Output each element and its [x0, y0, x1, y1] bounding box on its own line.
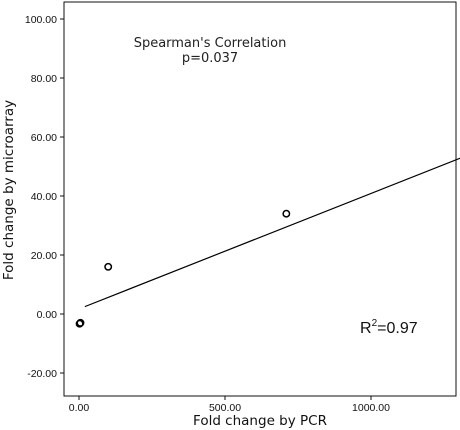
y-tick-label: 60.00: [31, 132, 57, 144]
regression-line: [84, 157, 460, 308]
x-tick-label: 1000.00: [352, 402, 390, 414]
y-axis-title: Fold change by microarray: [1, 100, 17, 280]
annotation-p-value: p=0.037: [182, 51, 238, 66]
data-point: [76, 318, 85, 327]
y-tick-label: 20.00: [31, 250, 57, 262]
data-point: [282, 209, 291, 218]
data-point: [104, 262, 113, 271]
y-axis-ticks: -20.00 0.00 20.00 40.00 60.00 80.00 100.00: [25, 14, 64, 380]
x-tick-label: 0.00: [69, 402, 90, 414]
data-points: [75, 209, 291, 328]
y-tick-label: 0.00: [37, 309, 58, 321]
y-tick-label: 80.00: [31, 73, 57, 85]
y-tick-label: -20.00: [27, 368, 57, 380]
x-axis-title: Fold change by PCR: [193, 413, 327, 429]
y-tick-label: 100.00: [25, 14, 57, 26]
r-squared-value: =0.97: [377, 320, 418, 337]
plot-frame: [63, 1, 457, 397]
r-squared-base: R: [360, 320, 372, 337]
r-squared-exponent: 2: [372, 318, 378, 329]
y-tick-label: 40.00: [31, 191, 57, 203]
x-tick-label: 500.00: [209, 402, 241, 414]
data-point: [75, 319, 84, 328]
annotation-title: Spearman's Correlation: [134, 36, 287, 51]
r-squared-label: R2=0.97: [360, 318, 418, 337]
